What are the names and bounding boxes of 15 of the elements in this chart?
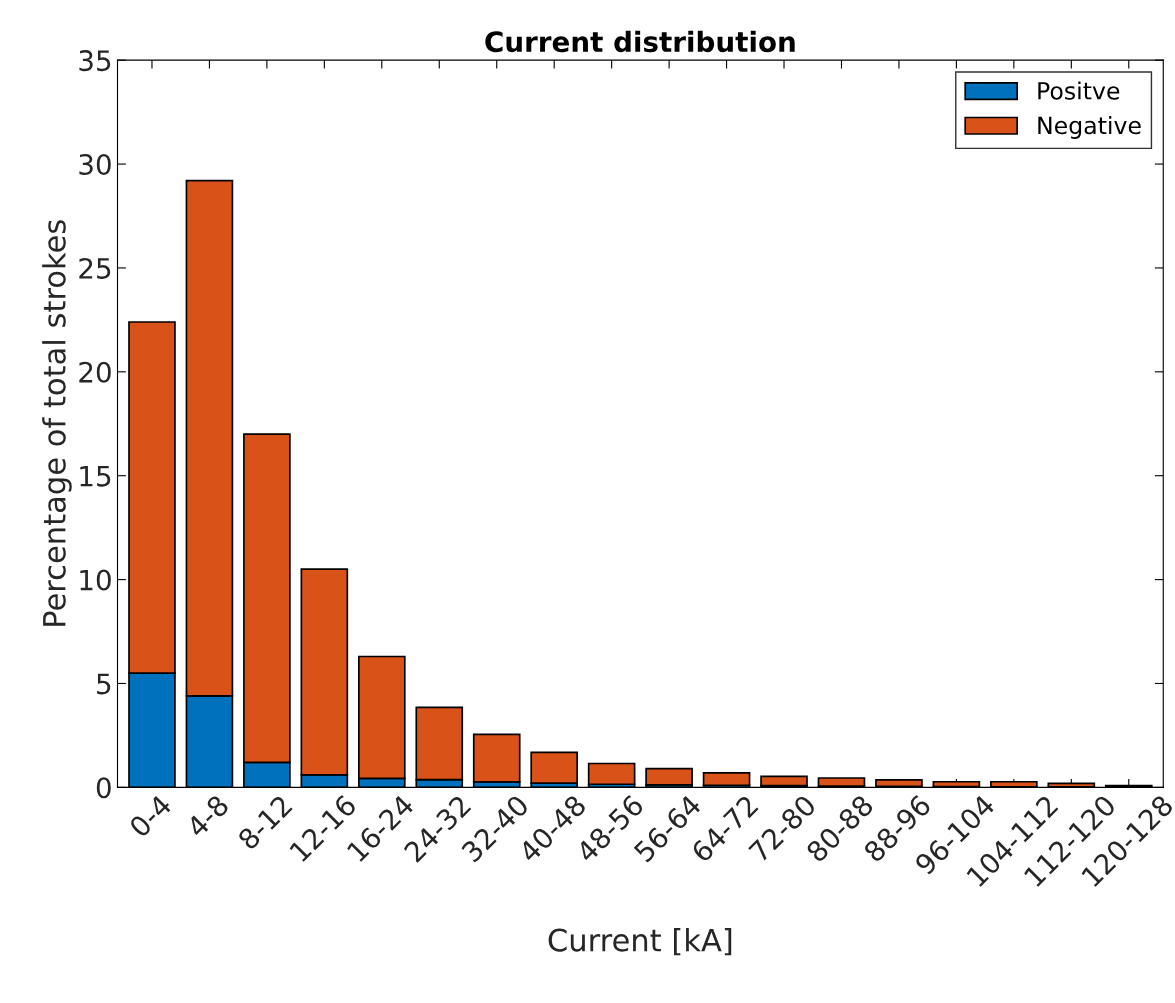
y-tick-label: 35 <box>79 50 111 72</box>
y-tick-label: 25 <box>79 257 111 279</box>
y-tick-label: 0 <box>96 777 111 799</box>
y-axis-title: Percentage of total strokes <box>42 220 72 626</box>
legend-label: Negative <box>1038 116 1141 139</box>
y-tick-label: 5 <box>97 673 111 695</box>
x-axis-title: Current [kA] <box>548 928 732 956</box>
y-tick-label: 20 <box>79 361 111 383</box>
y-tick-label: 10 <box>80 569 111 591</box>
x-tick-label: 4-8 <box>185 793 230 839</box>
chart-title: Current distribution <box>485 30 795 53</box>
y-tick-label: 30 <box>79 154 111 176</box>
legend-label: Positve <box>1038 81 1120 100</box>
x-tick-label: 0-4 <box>128 793 173 839</box>
y-tick-label: 15 <box>80 466 111 487</box>
